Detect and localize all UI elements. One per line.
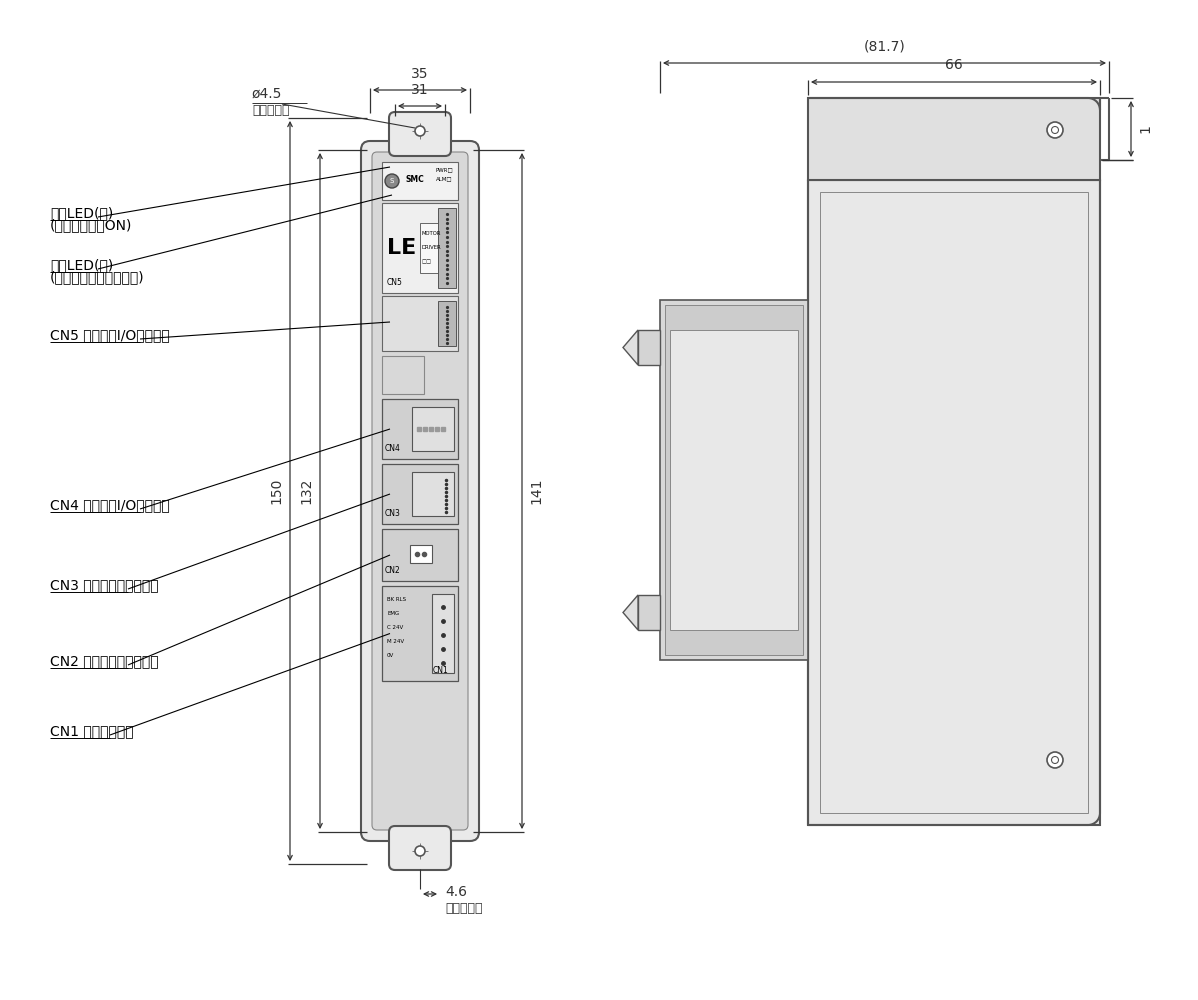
Text: MOTOR: MOTOR bbox=[422, 231, 441, 236]
Text: CN4: CN4 bbox=[385, 444, 401, 453]
Bar bbox=[660, 300, 807, 660]
Text: CN3: CN3 bbox=[385, 509, 401, 518]
Text: (81.7): (81.7) bbox=[864, 39, 906, 53]
Text: C 24V: C 24V bbox=[387, 625, 404, 630]
Text: ALM□: ALM□ bbox=[436, 176, 453, 182]
FancyBboxPatch shape bbox=[373, 152, 468, 830]
Bar bbox=[670, 330, 798, 630]
Text: 1: 1 bbox=[1138, 125, 1152, 133]
Bar bbox=[819, 192, 1088, 813]
Text: 31: 31 bbox=[411, 83, 429, 97]
Polygon shape bbox=[623, 330, 639, 365]
Text: SMC: SMC bbox=[406, 174, 425, 184]
Bar bbox=[420, 223, 448, 273]
Bar bbox=[412, 407, 454, 451]
Text: (点灯時　電源ON): (点灯時 電源ON) bbox=[50, 218, 132, 232]
Text: CN1 電源コネクタ: CN1 電源コネクタ bbox=[50, 724, 134, 738]
Text: 66: 66 bbox=[945, 58, 963, 72]
Bar bbox=[438, 301, 456, 346]
Bar bbox=[382, 529, 458, 581]
Text: ø4.5: ø4.5 bbox=[252, 87, 283, 101]
Text: CN5 パラレルI/Oコネクタ: CN5 パラレルI/Oコネクタ bbox=[50, 328, 170, 342]
Bar bbox=[412, 472, 454, 516]
Bar bbox=[807, 180, 1100, 825]
Bar bbox=[432, 594, 454, 673]
Polygon shape bbox=[623, 595, 639, 630]
Text: CN1: CN1 bbox=[432, 666, 449, 675]
Circle shape bbox=[1047, 752, 1063, 768]
Text: (点灯時　アラーム状態): (点灯時 アラーム状態) bbox=[50, 270, 145, 284]
Text: LE: LE bbox=[387, 238, 416, 258]
Bar bbox=[382, 464, 458, 524]
Text: DRIVER: DRIVER bbox=[422, 245, 442, 250]
Bar bbox=[382, 296, 458, 351]
FancyBboxPatch shape bbox=[361, 141, 479, 841]
Text: 150: 150 bbox=[270, 478, 283, 504]
Text: 35: 35 bbox=[411, 67, 429, 81]
Bar bbox=[665, 305, 803, 655]
Text: □□: □□ bbox=[422, 259, 432, 264]
Text: 本体取付用: 本体取付用 bbox=[252, 104, 290, 117]
Text: PWR□: PWR□ bbox=[436, 167, 454, 172]
Text: CN3 エンコーダコネクタ: CN3 エンコーダコネクタ bbox=[50, 578, 158, 592]
Bar bbox=[382, 203, 458, 293]
Bar bbox=[382, 356, 424, 394]
Circle shape bbox=[1052, 756, 1059, 764]
Bar bbox=[382, 162, 458, 200]
Circle shape bbox=[1052, 126, 1059, 133]
Bar bbox=[410, 545, 432, 563]
Polygon shape bbox=[639, 595, 660, 630]
Text: M 24V: M 24V bbox=[387, 639, 404, 644]
Text: 0V: 0V bbox=[387, 653, 394, 658]
Text: 141: 141 bbox=[530, 478, 543, 504]
Text: CN4 シリアルI/Oコネクタ: CN4 シリアルI/Oコネクタ bbox=[50, 498, 170, 512]
Circle shape bbox=[415, 126, 425, 136]
Circle shape bbox=[1047, 122, 1063, 138]
Text: 4.6: 4.6 bbox=[444, 885, 467, 899]
Text: S: S bbox=[389, 178, 394, 184]
FancyBboxPatch shape bbox=[389, 112, 450, 156]
Text: CN2: CN2 bbox=[385, 566, 401, 575]
FancyBboxPatch shape bbox=[389, 826, 450, 870]
Text: CN2 モータ動力コネクタ: CN2 モータ動力コネクタ bbox=[50, 654, 158, 668]
Text: 132: 132 bbox=[300, 478, 313, 504]
Text: 本体取付用: 本体取付用 bbox=[444, 902, 483, 914]
Bar bbox=[807, 98, 1100, 180]
Text: BK RLS: BK RLS bbox=[387, 597, 406, 602]
Circle shape bbox=[385, 174, 399, 188]
Bar bbox=[438, 208, 456, 288]
Text: CN5: CN5 bbox=[387, 278, 403, 287]
Bar bbox=[382, 586, 458, 681]
Bar bbox=[382, 399, 458, 459]
Text: 電源LED(赤): 電源LED(赤) bbox=[50, 258, 114, 272]
Text: 電源LED(緑): 電源LED(緑) bbox=[50, 206, 114, 220]
Circle shape bbox=[415, 846, 425, 856]
Polygon shape bbox=[639, 330, 660, 365]
Text: EMG: EMG bbox=[387, 611, 399, 616]
